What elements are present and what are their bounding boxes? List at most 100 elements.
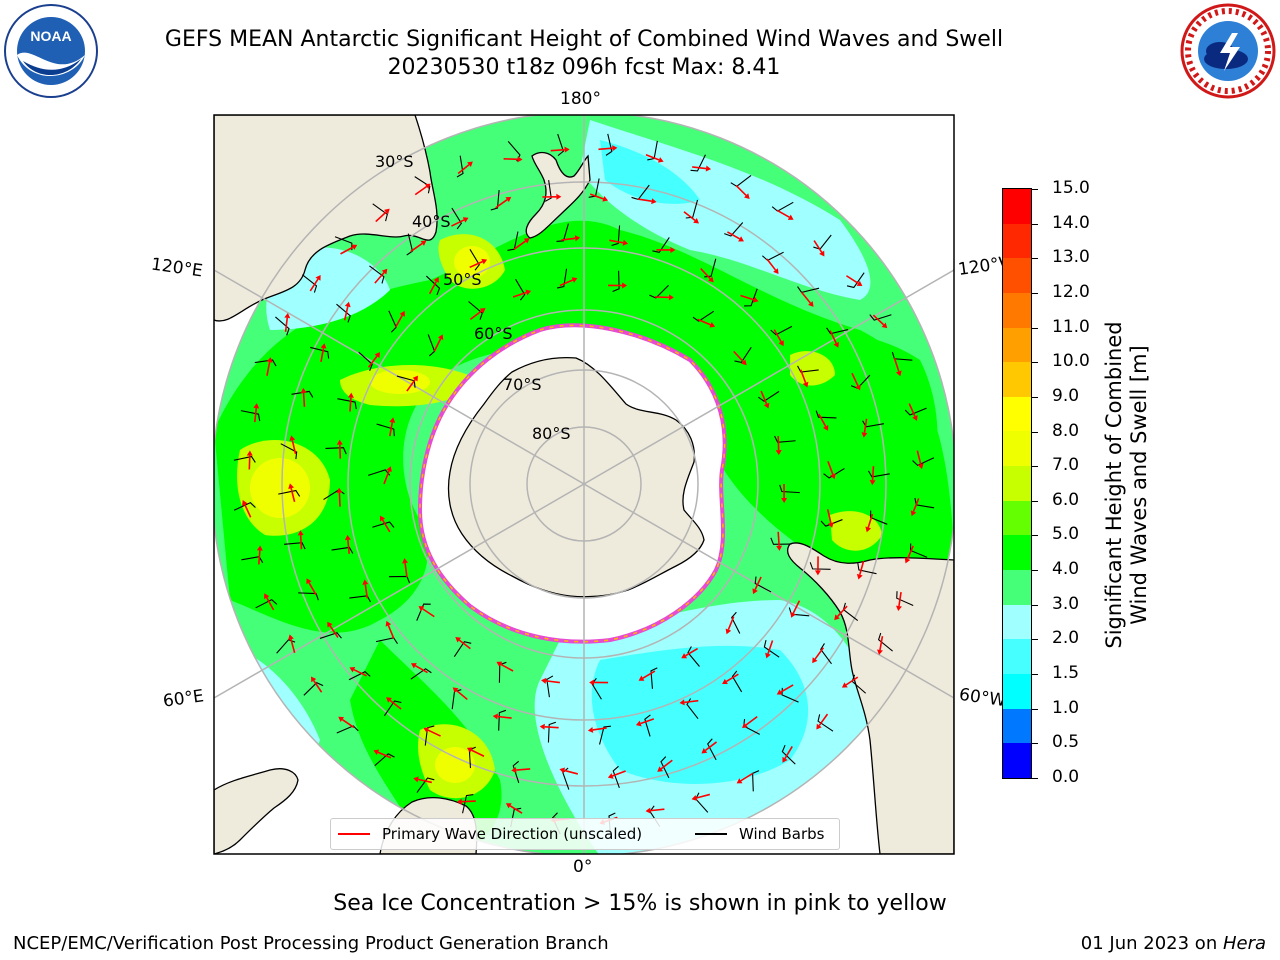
wave-arrow-head bbox=[467, 161, 473, 168]
wind-barb bbox=[278, 489, 301, 497]
wave-arrow-shaft bbox=[564, 769, 579, 775]
wave-arrow-shaft bbox=[685, 647, 699, 657]
lat-label-40s: 40°S bbox=[412, 212, 451, 231]
wave-arrow-head bbox=[373, 749, 380, 756]
wind-barb bbox=[644, 714, 651, 737]
wind-barb bbox=[376, 423, 395, 437]
wave-arrow-shaft bbox=[500, 663, 514, 672]
colorbar-segment bbox=[1003, 604, 1031, 640]
wind-barb bbox=[515, 278, 526, 301]
legend-wave-label: Primary Wave Direction (unscaled) bbox=[382, 825, 643, 843]
wave-arrow-shaft bbox=[792, 600, 801, 614]
legend-wave-line bbox=[338, 833, 370, 835]
nws-logo bbox=[1180, 3, 1276, 99]
colorbar-tick-mark bbox=[1032, 570, 1038, 572]
wave-arrow-head bbox=[819, 250, 825, 257]
wind-barb bbox=[758, 390, 780, 402]
wind-barb bbox=[337, 398, 357, 410]
wave-arrow-shaft bbox=[559, 279, 574, 287]
wave-arrow-shaft bbox=[727, 231, 740, 240]
wind-barb bbox=[512, 760, 520, 784]
lon-label-0: 0° bbox=[573, 857, 593, 877]
wave-arrow-shaft bbox=[912, 498, 920, 512]
wind-barb bbox=[731, 611, 741, 634]
wind-barb bbox=[612, 270, 620, 293]
wind-barb bbox=[414, 176, 431, 194]
wave-arrow-head bbox=[841, 682, 848, 688]
wave-arrow-head bbox=[310, 676, 317, 683]
wave-arrow-shaft bbox=[692, 166, 707, 170]
wind-barb bbox=[284, 542, 306, 550]
wave-arrow-head bbox=[705, 165, 712, 172]
wave-arrow-head bbox=[834, 614, 840, 621]
sea-ice bbox=[417, 323, 727, 644]
wave-arrow-head bbox=[288, 634, 294, 641]
wave-arrow-head bbox=[466, 747, 473, 753]
wave-arrow-shaft bbox=[827, 461, 834, 475]
colorbar-tick-label: 4.0 bbox=[1052, 559, 1080, 580]
wave-arrow-shaft bbox=[284, 317, 289, 332]
wave-arrow-shaft bbox=[244, 504, 252, 518]
wave-arrow-head bbox=[781, 497, 788, 503]
wind-barb bbox=[781, 744, 796, 765]
wave-arrow-shaft bbox=[291, 440, 297, 455]
wave-arrow-shaft bbox=[733, 350, 744, 363]
noaa-logo: NOAA bbox=[4, 4, 98, 98]
wind-barb bbox=[410, 668, 432, 680]
wave-arrow-shaft bbox=[340, 246, 354, 255]
wave-arrow-head bbox=[865, 526, 872, 533]
colorbar-tick-mark bbox=[1032, 362, 1038, 364]
wave-arrow-shaft bbox=[818, 413, 827, 427]
wind-barb bbox=[763, 640, 780, 658]
wave-arrow-shaft bbox=[513, 240, 527, 250]
wave-arrow-head bbox=[651, 198, 657, 205]
wave-arrow-head bbox=[511, 767, 517, 774]
wave-arrow-shaft bbox=[427, 729, 441, 737]
wave-arrow-shaft bbox=[451, 219, 465, 227]
wave-arrow-shaft bbox=[329, 625, 339, 638]
lat-label-50s: 50°S bbox=[443, 270, 482, 289]
colorbar-tick-mark bbox=[1032, 258, 1038, 260]
wave-arrow-head bbox=[413, 776, 419, 783]
colorbar-segment bbox=[1003, 535, 1031, 571]
wave-arrow-head bbox=[315, 274, 321, 281]
wave-arrow-head bbox=[765, 652, 771, 659]
wind-barb bbox=[416, 777, 435, 793]
wind-barb bbox=[731, 670, 743, 693]
wind-barb bbox=[817, 714, 834, 732]
wave-arrow-shaft bbox=[754, 576, 762, 590]
wave-arrow-shaft bbox=[760, 390, 768, 405]
wind-barb bbox=[599, 725, 611, 745]
wave-arrow-shaft bbox=[879, 636, 884, 651]
wave-arrow-head bbox=[288, 483, 295, 489]
wave-arrow-head bbox=[736, 778, 743, 784]
wind-barb bbox=[255, 599, 278, 609]
wind-barb bbox=[809, 562, 831, 570]
wave-arrow-shaft bbox=[637, 198, 652, 202]
wind-barb bbox=[826, 327, 849, 335]
footer-branch: NCEP/EMC/Verification Post Processing Pr… bbox=[13, 933, 609, 954]
wave-arrow-shaft bbox=[740, 772, 754, 782]
wave-arrow-head bbox=[433, 277, 439, 283]
wave-arrow-shaft bbox=[266, 361, 271, 376]
wave-arrow-shaft bbox=[266, 597, 275, 611]
colorbar bbox=[1002, 188, 1032, 779]
wave-direction-arrows bbox=[242, 145, 924, 825]
wave-arrow-head bbox=[814, 570, 821, 576]
map-frame bbox=[213, 114, 955, 855]
wave-arrow-head bbox=[517, 156, 523, 163]
wave-arrow-head bbox=[481, 258, 488, 265]
wave-arrow-head bbox=[912, 415, 918, 421]
wave-arrow-head bbox=[744, 193, 750, 199]
wave-arrow-shaft bbox=[349, 397, 352, 412]
wind-barb bbox=[707, 738, 717, 761]
wave-arrow-shaft bbox=[257, 550, 261, 565]
colorbar-segment bbox=[1003, 189, 1031, 224]
colorbar-tick-label: 13.0 bbox=[1052, 247, 1090, 268]
wind-barb bbox=[416, 603, 431, 621]
wave-arrow-head bbox=[670, 246, 676, 253]
wave-arrow-head bbox=[289, 435, 296, 441]
wave-arrow-head bbox=[266, 357, 273, 363]
wind-barb bbox=[770, 537, 792, 545]
wave-arrow-head bbox=[539, 723, 545, 730]
